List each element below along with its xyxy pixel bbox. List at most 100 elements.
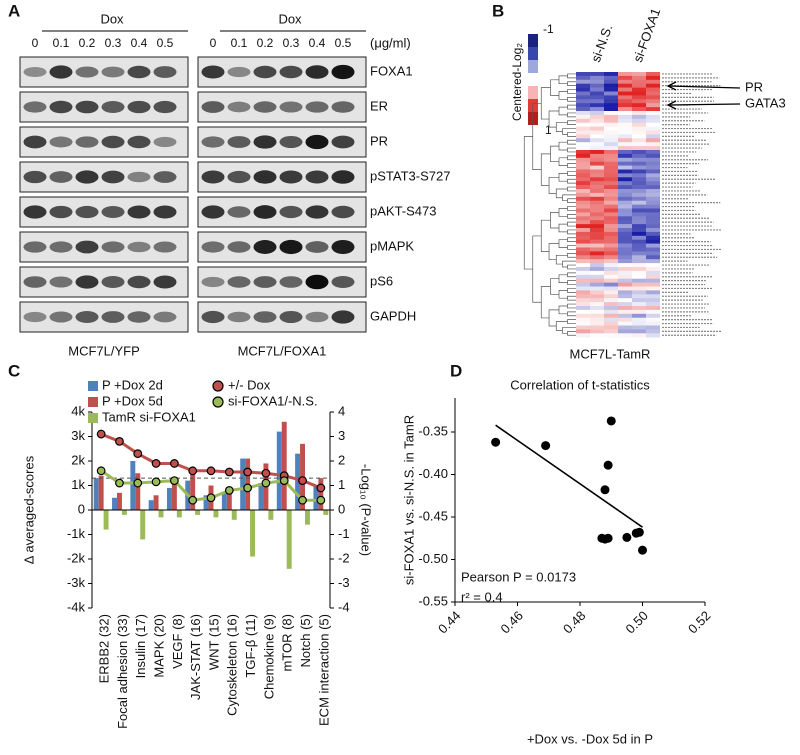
- heatmap-cell: [632, 235, 646, 240]
- heatmap-cell: [618, 165, 632, 170]
- y-tick-label: 1k: [71, 477, 85, 492]
- heatmap-cell: [604, 107, 618, 112]
- heatmap-cell: [618, 114, 632, 120]
- heatmap-cell: [604, 173, 618, 178]
- y-tick-label: 3k: [71, 428, 85, 443]
- heatmap-cell: [590, 290, 604, 295]
- heatmap-cell: [646, 192, 660, 198]
- line-marker: [96, 429, 106, 439]
- heatmap-cell: [590, 185, 604, 190]
- heatmap-cell: [632, 298, 646, 303]
- line-marker: [206, 466, 216, 476]
- heatmap-cell: [632, 216, 646, 221]
- dose-label: 0.4: [131, 36, 148, 50]
- heatmap-cell: [590, 122, 604, 127]
- blot-band: [305, 311, 329, 323]
- heatmap-cell: [590, 298, 604, 303]
- heatmap-cell: [618, 146, 632, 151]
- heatmap-cell: [590, 95, 604, 100]
- heatmap-cell: [632, 161, 646, 166]
- color-scale-step: [528, 47, 538, 60]
- heatmap-cell: [576, 243, 590, 248]
- line-marker: [169, 459, 179, 468]
- heatmap-cell: [646, 95, 660, 100]
- scatter-point: [638, 545, 647, 555]
- blot-band: [279, 170, 303, 184]
- heatmap-cell: [604, 95, 618, 100]
- heatmap-cell: [618, 130, 632, 135]
- x-tick-label: Notch (5): [298, 614, 313, 667]
- heatmap-cell: [632, 325, 646, 330]
- heatmap-cell: [618, 173, 632, 178]
- blot-band: [127, 205, 151, 219]
- heatmap-cell: [576, 95, 590, 100]
- heatmap-cell: [576, 208, 590, 213]
- heatmap-cell: [604, 298, 618, 303]
- heatmap-cell: [576, 231, 590, 237]
- bar: [250, 510, 256, 557]
- blot-band: [49, 65, 73, 79]
- x-axis-label: +Dox vs. -Dox 5d in P: [527, 731, 653, 746]
- bar: [213, 510, 219, 518]
- blot-band: [305, 170, 329, 184]
- scatter-point: [606, 416, 616, 426]
- dendrogram-branch: [562, 194, 576, 202]
- line-marker: [316, 495, 326, 505]
- blot-band: [201, 101, 225, 113]
- heatmap-cell: [604, 114, 618, 120]
- heatmap-cell: [618, 309, 632, 315]
- heatmap-cell: [618, 138, 632, 143]
- heatmap-cell: [646, 87, 660, 92]
- heatmap-cell: [604, 130, 618, 135]
- bar: [258, 483, 264, 510]
- heatmap-cell: [618, 317, 632, 322]
- heatmap-cell: [632, 282, 646, 287]
- heatmap-cell: [604, 309, 618, 315]
- heatmap-cell: [590, 130, 604, 135]
- heatmap-cell: [604, 87, 618, 92]
- blot-band: [305, 101, 329, 113]
- heatmap-cell: [604, 224, 618, 229]
- heatmap-cell: [632, 224, 646, 229]
- heatmap-cell: [604, 150, 618, 155]
- heatmap-cell: [590, 263, 604, 268]
- heatmap-cell: [632, 290, 646, 295]
- heatmap-cell: [604, 329, 618, 334]
- heatmap-cell: [576, 142, 590, 147]
- annotation: r² = 0.4: [461, 589, 503, 604]
- blot-band: [253, 65, 277, 79]
- heatmap-cell: [604, 99, 618, 104]
- blot-band: [75, 205, 99, 219]
- heatmap-cell: [646, 263, 660, 268]
- heatmap-cell: [618, 134, 632, 139]
- heatmap-cell: [576, 329, 590, 334]
- heatmap-cell: [604, 274, 618, 279]
- heatmap-cell: [576, 317, 590, 322]
- dendrogram-branch: [540, 286, 551, 319]
- heatmap-cell: [632, 87, 646, 92]
- heatmap-cell: [632, 91, 646, 96]
- line-marker: [279, 476, 289, 486]
- blot-band: [201, 205, 225, 219]
- heatmap-cell: [646, 126, 660, 131]
- heatmap-cell: [576, 321, 590, 326]
- heatmap-cell: [618, 169, 632, 174]
- blot-band: [331, 101, 355, 113]
- heatmap-cell: [590, 329, 604, 334]
- blot-band: [279, 239, 303, 255]
- heatmap-cell: [646, 243, 660, 248]
- heatmap-cell: [646, 103, 660, 108]
- heatmap-cell: [618, 251, 632, 256]
- marker-label: PR: [745, 79, 763, 94]
- heatmap-cell: [576, 185, 590, 190]
- legend-marker: [212, 396, 224, 408]
- heatmap-cell: [646, 189, 660, 194]
- heatmap-cell: [646, 134, 660, 139]
- heatmap-cell: [632, 95, 646, 100]
- blot-band: [127, 171, 151, 183]
- heatmap-cell: [590, 235, 604, 240]
- bar: [158, 510, 164, 518]
- heatmap-cell: [604, 91, 618, 96]
- x-tick-label: Focal adhesion (33): [115, 614, 130, 729]
